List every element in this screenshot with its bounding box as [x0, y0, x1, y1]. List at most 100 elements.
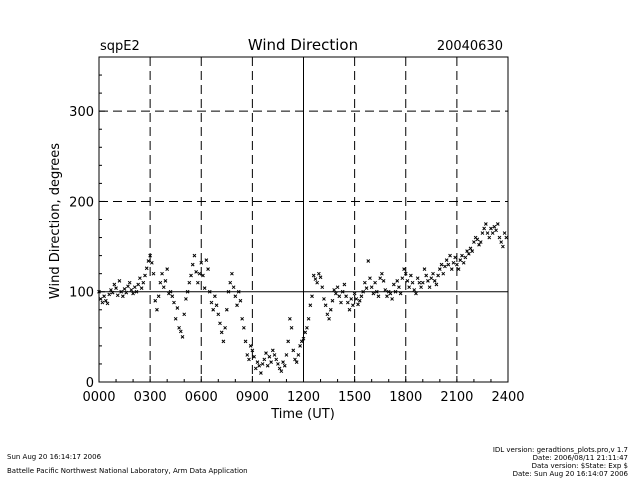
data-point: [97, 289, 101, 294]
y-axis-label: Wind Direction, degrees: [48, 143, 63, 299]
data-point: [148, 253, 152, 258]
data-point: [400, 276, 405, 281]
data-point: [269, 360, 273, 364]
data-point: [465, 249, 469, 253]
data-point: [455, 262, 459, 267]
data-point: [395, 279, 400, 283]
data-point: [439, 262, 444, 267]
data-point: [436, 273, 440, 278]
data-point: [460, 253, 464, 258]
data-point: [146, 259, 151, 263]
data-point: [475, 237, 480, 242]
x-tick-label: 0000: [82, 390, 115, 405]
site-label: sqpE2: [100, 39, 140, 54]
data-point: [502, 231, 507, 235]
data-point: [432, 279, 437, 283]
data-point: [289, 325, 294, 330]
data-point: [189, 273, 193, 278]
data-point: [279, 369, 284, 374]
data-point: [114, 286, 118, 290]
data-point: [373, 280, 377, 285]
data-point: [236, 289, 241, 294]
data-point: [115, 293, 120, 298]
x-tick-label: 0600: [185, 390, 218, 405]
data-point: [332, 288, 337, 292]
data-point: [291, 348, 296, 353]
data-point: [250, 348, 255, 353]
data-point: [322, 297, 326, 301]
data-point: [100, 300, 105, 305]
date-label: 20040630: [437, 39, 503, 54]
chart-title: Wind Direction: [248, 36, 358, 54]
data-point: [328, 307, 333, 312]
data-point: [376, 294, 381, 299]
data-point: [437, 267, 442, 272]
data-point: [449, 267, 454, 272]
data-point: [420, 280, 425, 285]
data-point: [412, 288, 417, 292]
x-tick-label: 0300: [134, 390, 167, 405]
data-point: [190, 262, 195, 267]
data-point: [342, 282, 347, 287]
data-point: [422, 267, 427, 272]
data-point: [194, 270, 198, 274]
data-point: [276, 362, 280, 366]
data-point: [231, 285, 236, 290]
data-point: [121, 294, 125, 299]
data-point: [388, 291, 393, 296]
data-point: [221, 339, 226, 344]
data-point: [301, 336, 306, 341]
data-point: [175, 306, 180, 310]
data-point: [187, 280, 192, 285]
data-point: [282, 363, 287, 368]
data-point: [351, 303, 355, 308]
data-point: [182, 312, 187, 317]
data-point: [233, 294, 238, 299]
data-point: [393, 289, 398, 294]
data-point: [138, 276, 142, 281]
data-point: [385, 294, 389, 299]
data-point: [325, 312, 330, 317]
data-point: [313, 277, 318, 281]
data-point: [446, 262, 451, 267]
data-point: [202, 286, 207, 290]
data-point: [209, 300, 214, 305]
data-point: [490, 231, 495, 235]
data-point: [380, 271, 384, 276]
data-point: [124, 290, 129, 295]
data-point: [330, 298, 335, 303]
data-point: [243, 339, 248, 344]
data-point: [98, 297, 103, 301]
x-tick-label: 1200: [287, 390, 320, 405]
data-point: [483, 222, 488, 226]
data-point: [126, 284, 130, 289]
data-point: [448, 253, 452, 258]
data-point: [311, 273, 316, 278]
data-point: [492, 224, 497, 229]
data-point: [144, 266, 149, 271]
data-point: [409, 273, 413, 278]
data-point: [339, 300, 343, 305]
data-point: [489, 226, 493, 231]
data-point: [207, 289, 212, 294]
data-point: [424, 273, 429, 278]
data-point: [497, 235, 502, 240]
data-point: [456, 267, 461, 272]
data-point: [480, 231, 485, 235]
data-point: [398, 291, 403, 296]
data-point: [158, 280, 163, 285]
data-point: [315, 280, 319, 285]
footer-idl-date: Date: 2006/08/11 21:11:47: [532, 454, 628, 462]
y-tick-label: 0: [86, 376, 94, 391]
data-point: [293, 357, 297, 362]
data-point: [303, 330, 308, 335]
data-point: [402, 267, 406, 272]
data-point: [391, 282, 396, 287]
data-point: [316, 271, 321, 276]
data-point: [458, 258, 463, 262]
data-point: [129, 288, 134, 292]
x-tick-label: 2100: [440, 390, 473, 405]
data-point: [184, 297, 188, 301]
data-point: [238, 298, 243, 303]
data-point: [192, 253, 197, 258]
